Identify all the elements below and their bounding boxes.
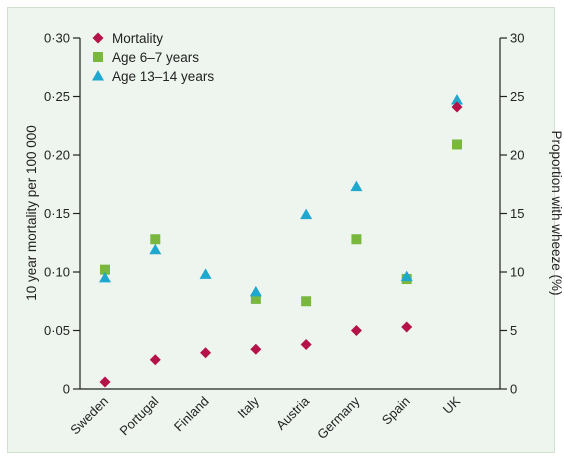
left-tick-label: 0·25 — [44, 89, 70, 104]
square-point-sweden — [100, 264, 110, 275]
diamond-point-austria — [300, 339, 312, 351]
diamond-point-italy — [250, 343, 262, 355]
square-point-italy — [250, 293, 261, 304]
left-tick-label: 0·05 — [44, 323, 70, 338]
legend-label: Mortality — [112, 31, 163, 46]
legend-label: Age 13–14 years — [112, 69, 214, 84]
chart-panel — [7, 7, 555, 453]
left-tick-label: 0·20 — [44, 148, 70, 163]
triangle-point-finland — [199, 268, 212, 279]
triangle-point-germany — [350, 180, 363, 192]
diamond-point-germany — [350, 325, 362, 336]
triangle-point-austria — [300, 208, 313, 220]
diamond-point-spain — [401, 321, 413, 333]
triangle-point-spain — [400, 270, 413, 282]
right-axis-title: Proportion with wheeze (%) — [549, 130, 564, 295]
data-marks — [99, 94, 463, 388]
x-tick-label: Portugal — [117, 393, 162, 438]
x-tick-label: Spain — [379, 394, 413, 428]
square-point-austria — [301, 296, 312, 307]
right-tick-label: 5 — [510, 323, 517, 338]
left-tick-label: 0·30 — [44, 31, 70, 46]
legend-label: Age 6–7 years — [112, 50, 199, 65]
right-tick-label: 15 — [510, 206, 524, 221]
right-tick-label: 30 — [510, 31, 524, 46]
x-tick-label: Sweden — [67, 394, 111, 438]
left-tick-label: 0 — [63, 382, 70, 397]
x-tick-label: Italy — [235, 393, 263, 421]
legend: Mortality Age 6–7 years Age 13–14 years — [92, 31, 214, 84]
legend-marker-triangle — [92, 70, 104, 81]
left-axis-title: 10 year mortality per 100 000 — [24, 125, 39, 301]
axes: 0 0·05 0·10 0·15 0·20 0·25 0·30 0 5 10 15 20 25 30 Swe… — [44, 31, 525, 442]
x-tick-label: Germany — [314, 393, 363, 442]
x-tick-label: Austria — [273, 393, 313, 433]
left-tick-label: 0·15 — [44, 206, 70, 221]
diamond-point-sweden — [99, 376, 111, 388]
triangle-point-portugal — [149, 243, 162, 255]
x-tick-label: UK — [440, 393, 464, 417]
square-point-portugal — [150, 234, 161, 245]
diamond-point-uk — [451, 101, 463, 113]
right-tick-label: 20 — [510, 148, 524, 163]
square-point-uk — [452, 139, 462, 150]
triangle-point-italy — [249, 285, 262, 297]
square-point-germany — [351, 234, 362, 245]
triangle-point-uk — [451, 94, 463, 105]
right-tick-label: 25 — [510, 89, 524, 104]
left-tick-label: 0·10 — [44, 265, 70, 280]
right-tick-label: 10 — [510, 265, 524, 280]
diamond-point-portugal — [149, 354, 161, 366]
legend-marker-diamond — [92, 32, 104, 44]
legend-marker-square — [93, 52, 103, 62]
diamond-point-finland — [200, 347, 212, 359]
x-tick-label: Finland — [171, 394, 212, 435]
triangle-point-sweden — [99, 271, 111, 283]
right-tick-label: 0 — [510, 382, 517, 397]
